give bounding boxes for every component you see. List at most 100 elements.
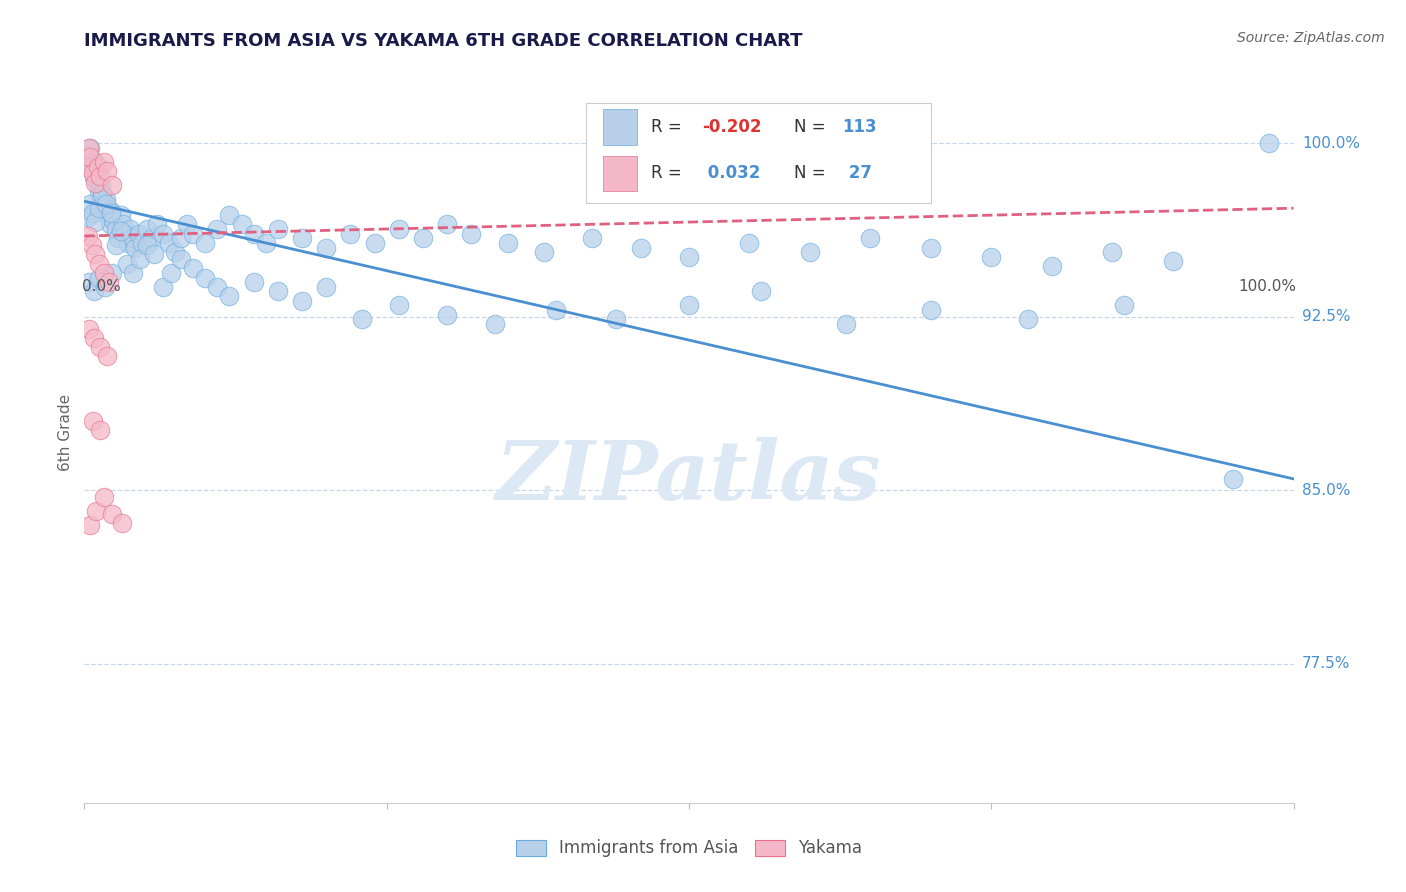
Point (87, 257, 110, 271)
Point (315, 280, 337, 294)
Point (89, 340, 111, 354)
Point (544, 303, 567, 318)
Text: -0.202: -0.202 (702, 118, 762, 136)
Point (124, 240, 146, 254)
Point (920, 240, 942, 254)
Point (533, 245, 555, 260)
Point (82, 414, 104, 428)
Point (94, 192, 117, 206)
Text: N =: N = (794, 118, 831, 136)
Point (170, 231, 193, 245)
Point (136, 222, 159, 236)
Point (107, 231, 129, 245)
Bar (603, 109, 637, 145)
Point (242, 275, 264, 289)
Point (136, 238, 159, 252)
Point (165, 245, 187, 260)
Point (146, 218, 169, 232)
Point (110, 224, 132, 238)
Point (152, 280, 174, 294)
Point (101, 178, 124, 192)
Point (91, 187, 114, 202)
Point (859, 231, 882, 245)
Point (110, 208, 132, 222)
Point (94, 196, 117, 211)
Point (77, 321, 100, 335)
Point (77, 141, 100, 155)
Point (157, 235, 180, 250)
Point (152, 227, 174, 241)
Point (84, 247, 107, 261)
Point (77, 229, 100, 244)
Point (121, 266, 143, 280)
Point (77, 275, 100, 289)
Text: ZIPatlas: ZIPatlas (496, 437, 882, 517)
Point (170, 252, 193, 266)
Point (104, 222, 127, 236)
Point (207, 222, 229, 236)
Point (93, 155, 115, 169)
Text: 92.5%: 92.5% (1302, 310, 1350, 325)
Point (93, 266, 115, 280)
Point (1258, 136, 1281, 151)
Point (1114, 298, 1136, 312)
Text: 85.0%: 85.0% (1302, 483, 1350, 498)
Legend: Immigrants from Asia, Yakama: Immigrants from Asia, Yakama (516, 839, 862, 857)
Point (82, 206, 104, 220)
Point (89, 194, 111, 209)
Point (980, 250, 1002, 264)
Point (267, 285, 290, 299)
Text: IMMIGRANTS FROM ASIA VS YAKAMA 6TH GRADE CORRELATION CHART: IMMIGRANTS FROM ASIA VS YAKAMA 6TH GRADE… (84, 32, 803, 50)
Point (84, 155, 107, 169)
Point (87, 201, 110, 215)
Point (131, 235, 153, 250)
Point (207, 280, 229, 294)
Point (121, 231, 143, 245)
Point (920, 303, 942, 318)
Point (79, 141, 101, 155)
Point (1101, 245, 1123, 260)
Point (291, 293, 314, 308)
Point (231, 218, 253, 232)
Point (254, 235, 277, 250)
Point (93, 491, 115, 505)
Point (79, 196, 101, 211)
Point (176, 218, 198, 232)
Point (388, 298, 411, 312)
Point (90, 178, 112, 192)
Point (738, 235, 761, 250)
Point (799, 245, 821, 260)
Point (104, 238, 127, 252)
Point (79, 150, 101, 164)
Text: 27: 27 (842, 164, 872, 183)
Point (101, 266, 124, 280)
Point (339, 227, 361, 241)
Point (194, 270, 217, 285)
Point (79, 518, 101, 533)
Point (86, 504, 108, 518)
Text: 0.032: 0.032 (702, 164, 761, 183)
Point (352, 312, 374, 326)
Point (84, 215, 107, 229)
Point (129, 252, 152, 266)
Point (94, 206, 117, 220)
Point (89, 423, 111, 437)
Point (388, 222, 411, 236)
Point (751, 285, 773, 299)
Bar (603, 156, 637, 191)
Point (93, 196, 115, 211)
Point (143, 247, 166, 261)
Point (835, 317, 858, 331)
Point (82, 164, 104, 178)
Point (83, 285, 105, 299)
Point (128, 227, 150, 241)
Point (77, 148, 100, 162)
Point (112, 218, 135, 232)
Point (436, 218, 458, 232)
Point (100, 206, 122, 220)
Point (86, 166, 108, 180)
Point (76, 160, 98, 174)
Point (363, 235, 385, 250)
Point (242, 227, 264, 241)
Point (83, 171, 105, 186)
